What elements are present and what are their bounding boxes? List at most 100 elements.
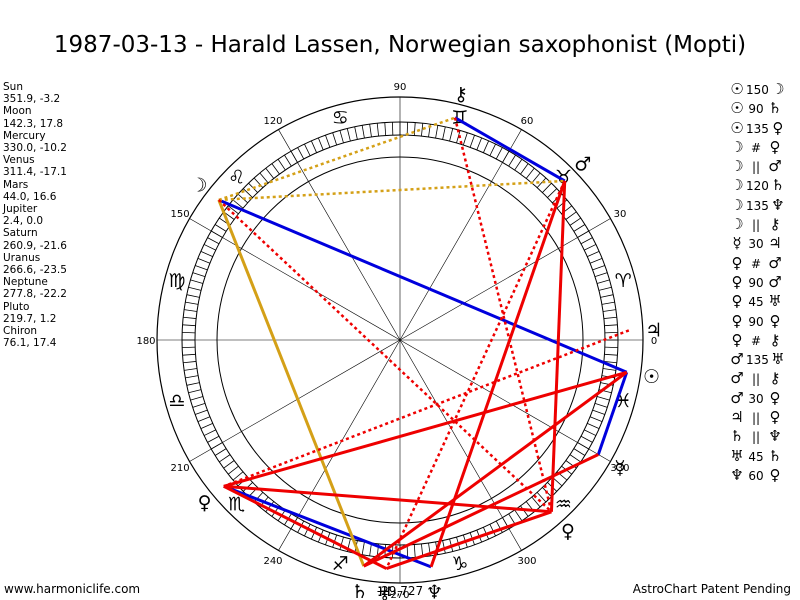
degree-tick [580, 237, 593, 245]
degree-tick [227, 465, 239, 475]
aspect-type: || [751, 372, 761, 387]
degree-tick [339, 130, 344, 144]
planet-name-mercury: Mercury [3, 129, 46, 142]
sign-divider [399, 129, 522, 341]
planet-name-neptune: Neptune [3, 276, 48, 289]
aspect-row: ☽ 135 ♆ [730, 196, 800, 215]
degree-tick [589, 257, 603, 264]
footer-website[interactable]: www.harmoniclife.com [4, 582, 141, 596]
aspect-planet-glyph: ♀ [731, 272, 743, 291]
degree-tick [317, 137, 324, 151]
aspect-type: # [750, 140, 762, 155]
planet-position-list: Sun 351.9, -3.2 Moon 142.3, 17.8 Mercury 330.… [3, 81, 67, 349]
footer-patent-note: AstroChart Patent Pending [632, 582, 791, 596]
planet-name-moon: Moon [3, 105, 32, 118]
degree-label: 270 [390, 590, 409, 600]
degree-tick [185, 301, 199, 305]
aries-sign-icon: ♈ [615, 270, 632, 292]
aspect-line-moon-sun [218, 198, 628, 374]
planet-coords-jupiter: 2.4, 0.0 [3, 215, 44, 228]
pluto-planet-icon: ♀ [198, 492, 212, 514]
degree-tick [259, 172, 269, 184]
planet-coords-chiron: 76.1, 17.4 [3, 337, 57, 350]
planet-name-venus: Venus [3, 154, 35, 167]
degree-label: 30 [614, 209, 627, 220]
aspect-planet-glyph: ♅ [771, 350, 785, 369]
degree-tick [339, 536, 344, 550]
venus-planet-icon: ♀ [561, 521, 575, 543]
aspect-type: 90 [748, 314, 764, 329]
aspect-row: ♀ # ♂ [730, 254, 800, 273]
aspect-type: 150 [746, 83, 769, 97]
aspect-planet-glyph: ☽ [771, 80, 785, 98]
aquarius-sign-icon: ♒ [555, 493, 572, 515]
degree-tick [284, 154, 292, 167]
aspect-planet-glyph: ♀ [731, 311, 743, 330]
aspect-type: 45 [748, 449, 764, 464]
degree-tick [265, 167, 275, 179]
virgo-sign-icon: ♍ [168, 270, 185, 292]
sign-divider [399, 339, 611, 462]
aspect-row: ☉ 90 ♄ [730, 99, 800, 118]
degree-tick [587, 423, 600, 430]
degree-tick [573, 448, 586, 456]
aspect-list: ☉ 150 ☽ ☉ 90 ♄ ☉ 135 ♀ ☽ # ♀ ☽ || ♂ ☽ 120 ♄ ☽ 135 ♆ ☽ || ⚷ ☿ 30 ♃ ♀… [730, 80, 800, 485]
aspect-row: ♀ 90 ♂ [730, 273, 800, 292]
aspect-planet-glyph: ☽ [730, 137, 744, 156]
aspect-type: 90 [748, 275, 764, 290]
degree-label: 300 [517, 556, 536, 567]
aspect-planet-glyph: ♀ [769, 388, 781, 407]
planet-markers: ☉ ☽ ☿ ♀ ♂ ♃ ♄ ♅ ♆ ♀ ⚷ [191, 83, 663, 600]
degree-tick [376, 123, 379, 137]
degree-tick [253, 492, 264, 503]
degree-tick [525, 167, 535, 179]
aspect-line-mars-neptune [429, 180, 567, 568]
cancer-sign-icon: ♋ [332, 107, 349, 129]
aspect-planet-glyph: ♂ [768, 253, 782, 272]
aspect-planet-glyph: ♀ [769, 137, 781, 156]
aspect-row: ☽ 120 ♄ [730, 176, 800, 195]
moon-planet-icon: ☽ [191, 175, 208, 197]
degree-tick [462, 132, 468, 146]
degree-tick [195, 265, 208, 271]
sign-divider [278, 129, 401, 341]
aspect-line-moon-chiron [218, 116, 456, 202]
planet-coords-uranus: 266.6, -23.5 [3, 264, 67, 277]
saturn-planet-icon: ♄ [351, 581, 368, 600]
aspect-row: ☽ # ♀ [730, 138, 800, 157]
chart-title: 1987-03-13 - Harald Lassen, Norwegian sa… [53, 32, 747, 58]
aspect-planet-glyph: ♀ [769, 408, 781, 427]
degree-tick [542, 182, 552, 193]
aspect-planet-glyph: ☽ [730, 195, 744, 214]
degree-tick [182, 324, 196, 327]
aspect-planet-glyph: ☽ [730, 176, 744, 195]
degree-tick [361, 125, 365, 139]
degree-tick [565, 211, 577, 220]
degree-tick [547, 188, 558, 198]
degree-tick [604, 353, 618, 356]
degree-tick [531, 496, 541, 508]
taurus-sign-icon: ♉ [555, 167, 572, 189]
aspect-planet-glyph: ♄ [730, 427, 744, 446]
degree-tick [584, 244, 597, 251]
degree-tick [354, 126, 358, 140]
degree-tick [569, 217, 581, 226]
degree-tick [297, 147, 305, 160]
degree-tick [214, 224, 227, 232]
aspect-row: ♂ 30 ♀ [730, 389, 800, 408]
scorpio-sign-icon: ♏ [228, 493, 245, 515]
planet-name-mars: Mars [3, 178, 29, 191]
degree-tick [188, 389, 202, 394]
degree-tick [573, 224, 586, 232]
aspect-type: || [751, 160, 761, 175]
degree-tick [192, 272, 206, 278]
degree-tick [592, 409, 605, 415]
degree-tick [265, 501, 275, 513]
aspect-row: ♀ 90 ♀ [730, 312, 800, 331]
aspect-row: ♆ 60 ♀ [730, 466, 800, 485]
aspect-line-sun-saturn [362, 371, 628, 568]
degree-tick [587, 250, 600, 257]
degree-tick [589, 416, 603, 423]
degree-tick [219, 454, 231, 463]
aspect-type: || [751, 411, 761, 426]
